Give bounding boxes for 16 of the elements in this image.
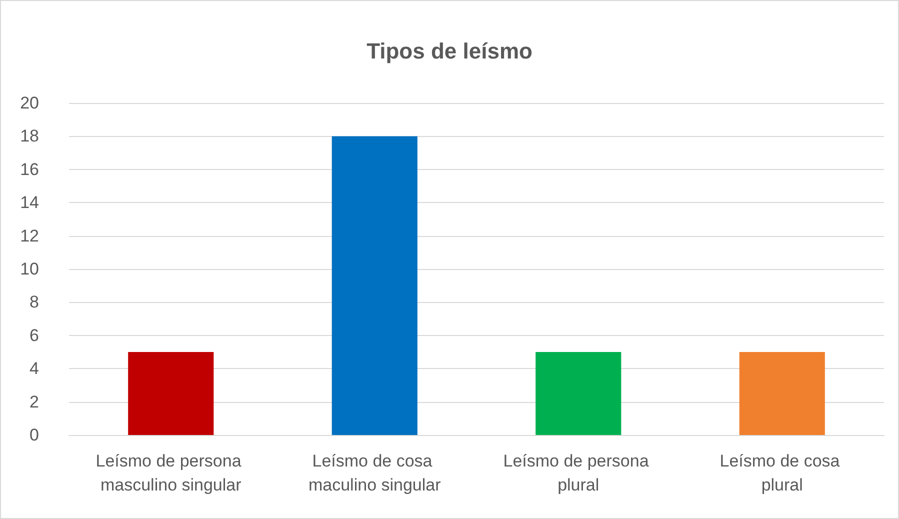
y-tick-label: 0: [30, 426, 39, 444]
x-tick-label: Leísmo de cosa plural: [720, 452, 844, 494]
y-tick-label: 8: [30, 292, 39, 312]
y-tick-label: 18: [20, 126, 39, 146]
y-tick-label: 10: [20, 260, 39, 278]
y-tick-label: 16: [20, 160, 39, 179]
y-tick-label: 6: [30, 326, 39, 345]
y-tick-label: 4: [30, 359, 39, 378]
x-tick-label: Leísmo de persona plural: [503, 452, 654, 494]
x-tick-label: Leísmo de persona masculino singular: [96, 452, 246, 494]
y-tick-label: 14: [20, 193, 39, 212]
chart-title: Tipos de leísmo: [366, 38, 532, 64]
y-tick-label: 20: [20, 94, 39, 112]
y-tick-label: 2: [30, 392, 39, 412]
y-tick-label: 12: [20, 226, 39, 246]
x-tick-label: Leísmo de cosa maculino singular: [308, 452, 442, 494]
